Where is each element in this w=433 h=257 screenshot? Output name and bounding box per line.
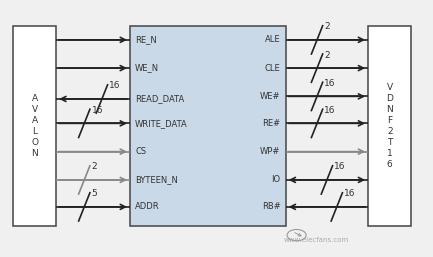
Text: CS: CS (135, 147, 146, 156)
Text: A
V
A
L
O
N: A V A L O N (31, 94, 38, 158)
Bar (130, 26, 286, 226)
Text: RE#: RE# (262, 119, 281, 128)
Text: CLE: CLE (265, 63, 281, 73)
Text: RB#: RB# (262, 202, 281, 212)
Text: RE_N: RE_N (135, 35, 157, 44)
Text: 16: 16 (344, 189, 355, 198)
Text: 2: 2 (92, 162, 97, 171)
Text: BYTEEN_N: BYTEEN_N (135, 175, 178, 185)
Text: 16: 16 (109, 81, 121, 90)
Text: WP#: WP# (260, 147, 281, 156)
Text: ALE: ALE (265, 35, 281, 44)
Text: WRITE_DATA: WRITE_DATA (135, 119, 188, 128)
Bar (368, 26, 411, 226)
Text: WE#: WE# (260, 92, 281, 101)
Bar (13, 26, 56, 226)
Text: 5: 5 (92, 189, 97, 198)
Text: 2: 2 (324, 22, 330, 31)
Text: 16: 16 (92, 106, 103, 115)
Text: READ_DATA: READ_DATA (135, 94, 184, 104)
Text: 2: 2 (324, 51, 330, 60)
Text: IO: IO (271, 175, 281, 185)
Text: 16: 16 (334, 162, 346, 171)
Text: WE_N: WE_N (135, 63, 159, 73)
Text: V
D
N
F
2
T
1
6: V D N F 2 T 1 6 (386, 82, 393, 169)
Text: 16: 16 (324, 79, 336, 88)
Text: ADDR: ADDR (135, 202, 160, 212)
Text: www.elecfans.com: www.elecfans.com (284, 237, 349, 243)
Text: 16: 16 (324, 106, 336, 115)
